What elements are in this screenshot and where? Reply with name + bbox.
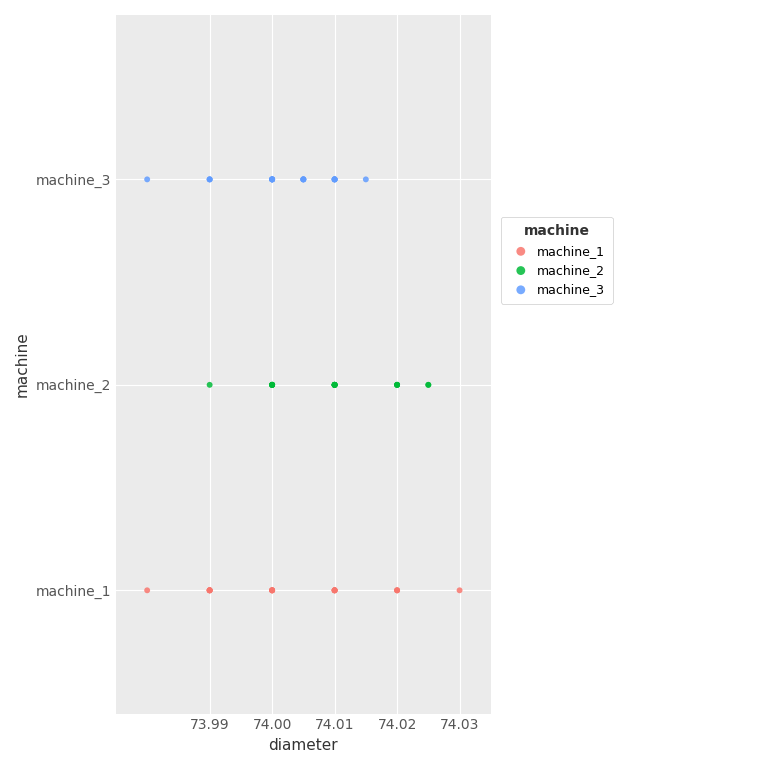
- machine_1: [329, 584, 341, 597]
- machine_2: [329, 379, 341, 391]
- machine_1: [204, 584, 216, 597]
- machine_1: [266, 584, 278, 597]
- machine_2: [391, 379, 403, 391]
- machine_2: [266, 379, 278, 391]
- machine_2: [266, 379, 278, 391]
- Y-axis label: machine: machine: [15, 332, 30, 397]
- machine_1: [141, 584, 154, 597]
- machine_3: [297, 174, 310, 186]
- machine_2: [391, 379, 403, 391]
- machine_3: [204, 174, 216, 186]
- machine_1: [391, 584, 403, 597]
- machine_2: [391, 379, 403, 391]
- machine_2: [422, 379, 435, 391]
- machine_3: [329, 174, 341, 186]
- machine_3: [266, 174, 278, 186]
- machine_3: [266, 174, 278, 186]
- machine_3: [266, 174, 278, 186]
- machine_2: [329, 379, 341, 391]
- machine_1: [391, 584, 403, 597]
- machine_2: [266, 379, 278, 391]
- machine_3: [141, 174, 154, 186]
- machine_3: [204, 174, 216, 186]
- machine_3: [359, 174, 372, 186]
- machine_2: [329, 379, 341, 391]
- machine_3: [297, 174, 310, 186]
- machine_3: [329, 174, 341, 186]
- machine_3: [297, 174, 310, 186]
- machine_3: [329, 174, 341, 186]
- machine_1: [204, 584, 216, 597]
- machine_1: [266, 584, 278, 597]
- machine_2: [266, 379, 278, 391]
- machine_2: [329, 379, 341, 391]
- machine_1: [329, 584, 341, 597]
- machine_1: [266, 584, 278, 597]
- machine_3: [266, 174, 278, 186]
- machine_1: [329, 584, 341, 597]
- machine_2: [329, 379, 341, 391]
- machine_1: [266, 584, 278, 597]
- machine_2: [204, 379, 216, 391]
- machine_1: [329, 584, 341, 597]
- machine_3: [329, 174, 341, 186]
- machine_3: [266, 174, 278, 186]
- machine_1: [204, 584, 216, 597]
- machine_2: [266, 379, 278, 391]
- machine_1: [453, 584, 465, 597]
- machine_3: [204, 174, 216, 186]
- X-axis label: diameter: diameter: [269, 738, 338, 753]
- machine_2: [391, 379, 403, 391]
- machine_3: [297, 174, 310, 186]
- machine_2: [266, 379, 278, 391]
- machine_1: [329, 584, 341, 597]
- machine_3: [266, 174, 278, 186]
- machine_1: [204, 584, 216, 597]
- Legend: machine_1, machine_2, machine_3: machine_1, machine_2, machine_3: [501, 217, 613, 303]
- machine_2: [422, 379, 435, 391]
- machine_2: [329, 379, 341, 391]
- machine_1: [204, 584, 216, 597]
- machine_1: [391, 584, 403, 597]
- machine_3: [329, 174, 341, 186]
- machine_1: [266, 584, 278, 597]
- machine_2: [329, 379, 341, 391]
